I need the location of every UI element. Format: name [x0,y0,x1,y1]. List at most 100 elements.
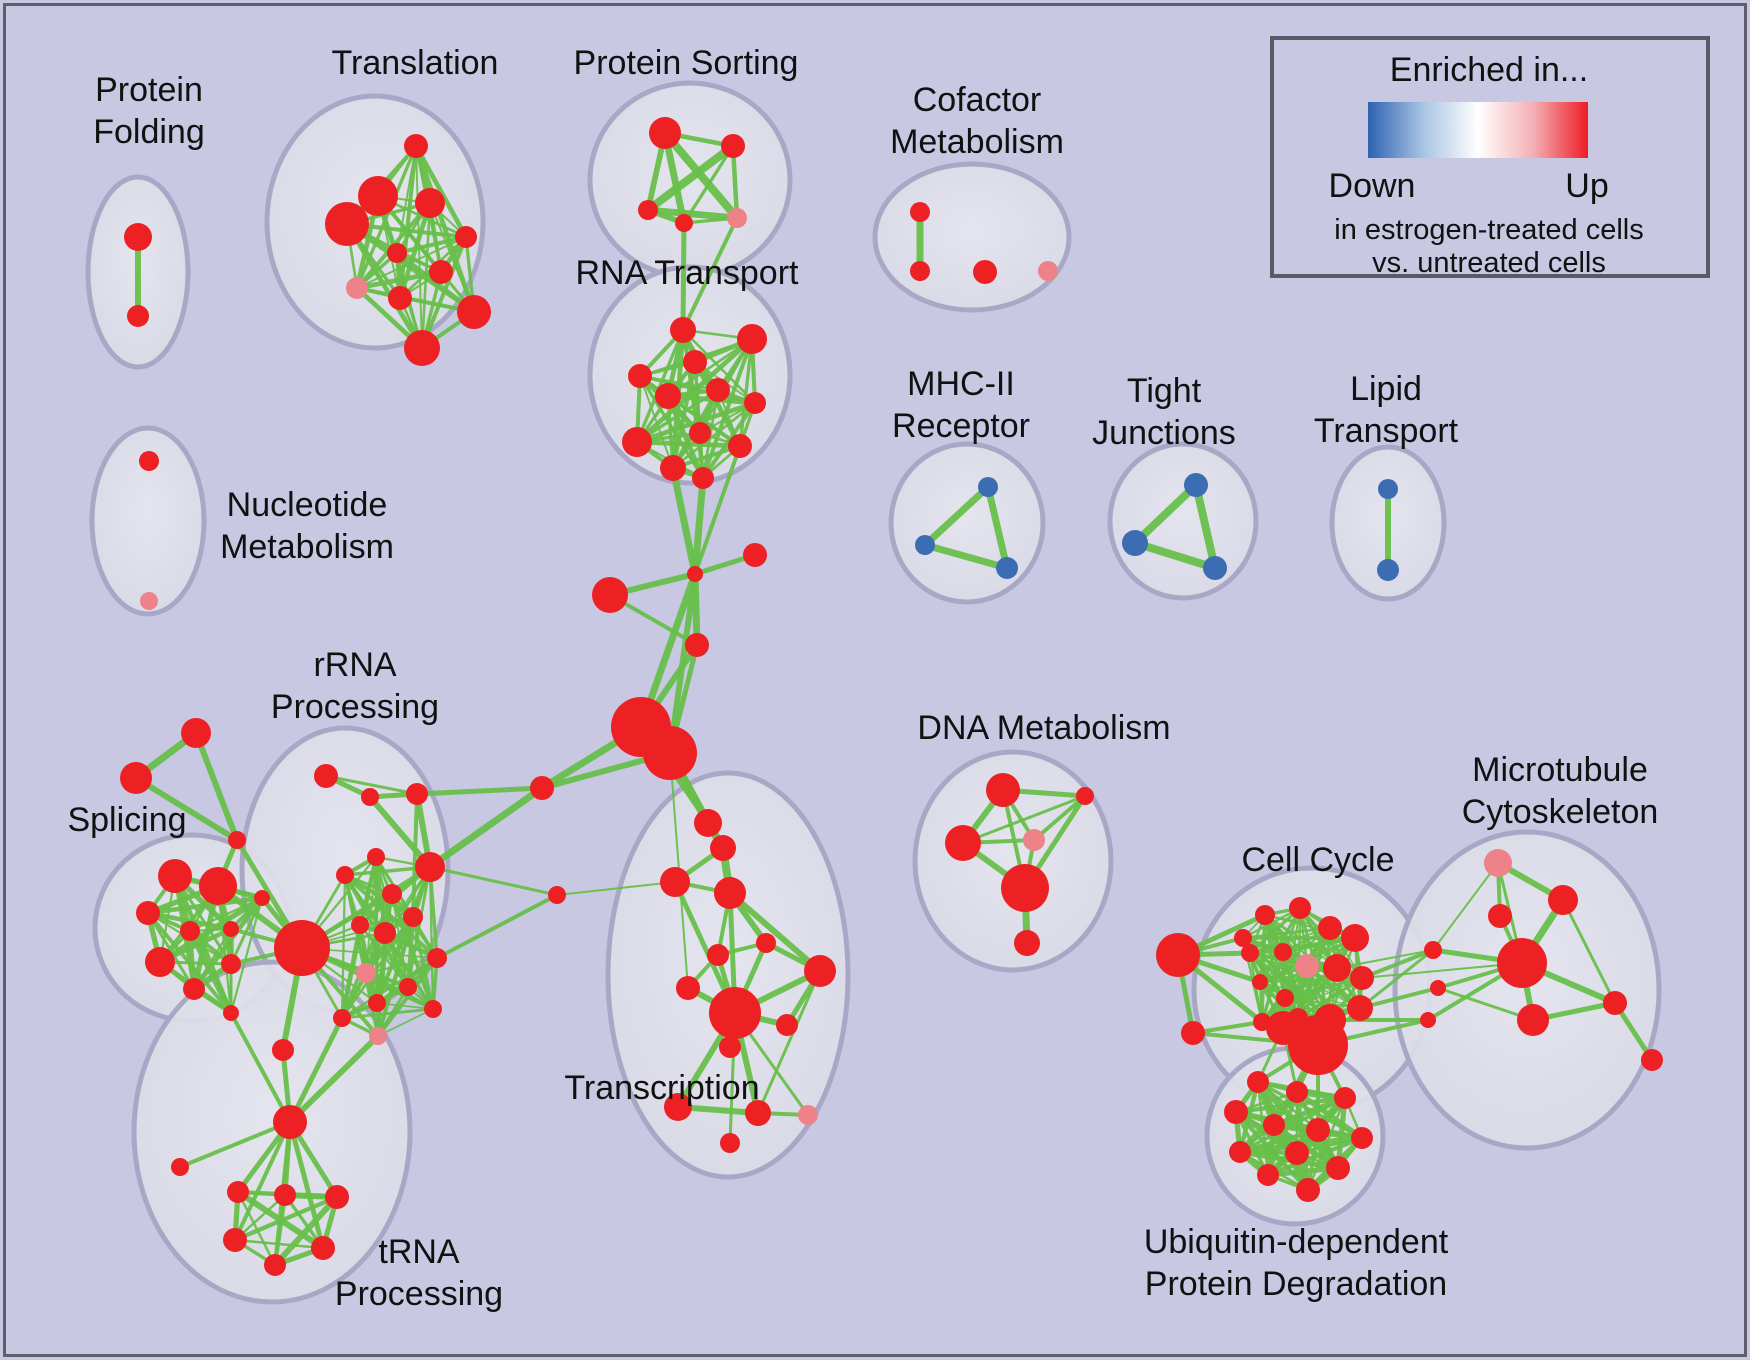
node-sl8[interactable] [183,978,205,1000]
node-ub3[interactable] [1334,1087,1356,1109]
edge-trH-trS[interactable] [179,1120,291,1169]
node-tl9[interactable] [388,286,412,310]
node-rr8[interactable] [403,907,423,927]
edge-rr11-rr13[interactable] [365,956,438,975]
node-ps1[interactable] [649,117,681,149]
node-mid4[interactable] [685,633,709,657]
node-dm2[interactable] [1076,787,1094,805]
node-tr5[interactable] [311,1236,335,1260]
edge-rr8-rr17[interactable] [376,916,415,1037]
edge-st2-st3[interactable] [134,775,239,843]
node-dm5[interactable] [1001,864,1049,912]
node-sl6[interactable] [145,947,175,977]
edge-ps3-ps5[interactable] [647,206,738,222]
edge-trH-tr4[interactable] [233,1121,292,1241]
node-tj1[interactable] [1184,473,1208,497]
node-trH[interactable] [273,1105,307,1139]
edge-rr1-rr3[interactable] [325,774,418,796]
edge-st1-st3[interactable] [193,731,240,842]
node-rt11[interactable] [728,434,752,458]
node-cnB[interactable] [1430,980,1446,996]
node-sl10[interactable] [254,890,270,906]
node-ub6[interactable] [1306,1118,1330,1142]
edge-rt6-rt8[interactable] [636,388,719,444]
edge-tj1-tj2[interactable] [1132,482,1199,546]
node-mt2[interactable] [1488,904,1512,928]
node-cnA[interactable] [1424,941,1442,959]
edge-rt7-rt10[interactable] [672,401,756,470]
node-ub2[interactable] [1286,1081,1308,1103]
edge-rr16-rr17[interactable] [377,1008,434,1037]
node-rr4[interactable] [367,848,385,866]
edge-cc11-cc16[interactable] [1259,981,1361,1009]
node-nm2[interactable] [140,592,158,610]
node-cc3[interactable] [1289,897,1311,919]
node-mid1[interactable] [687,566,703,582]
node-tl6[interactable] [387,243,407,263]
edge-tl1-tl5[interactable] [413,144,469,239]
node-cf3[interactable] [973,260,997,284]
node-tx10[interactable] [719,1036,741,1058]
node-rt10[interactable] [660,455,686,481]
edge-ps1-ps5[interactable] [661,130,741,221]
node-mt4[interactable] [1603,991,1627,1015]
edge-mh1-mh3[interactable] [984,486,1011,569]
edge-tj2-tj3[interactable] [1133,539,1217,572]
node-rr18[interactable] [272,1039,294,1061]
edge-ub3-ub4[interactable] [1235,1095,1346,1115]
edge-tl5-tl11[interactable] [420,236,468,349]
node-nm1[interactable] [139,451,159,471]
node-tj2[interactable] [1122,530,1148,556]
edge-mh1-mh2[interactable] [922,484,991,548]
edge-cnJ-rr13[interactable] [436,893,558,960]
node-tx1[interactable] [694,809,722,837]
node-ccS2[interactable] [1181,1021,1205,1045]
node-tr4[interactable] [223,1228,247,1252]
node-mt1[interactable] [1548,885,1578,915]
node-dm1[interactable] [986,773,1020,807]
node-sl5[interactable] [223,921,239,937]
node-pf2[interactable] [127,305,149,327]
edge-rr5-rr13[interactable] [343,873,439,960]
edge-tl7-tl8[interactable] [356,269,442,291]
edge-sat1-rr3[interactable] [416,785,543,797]
edge-rr13-rr15[interactable] [341,956,438,1020]
edge-rr10-rr17[interactable] [376,932,387,1037]
edge-cc16-cnA[interactable] [1359,948,1434,1010]
edge-cc10-cc12[interactable] [1284,976,1363,1000]
edge-cnB-mt3[interactable] [1437,986,1534,1022]
node-tr3[interactable] [325,1185,349,1209]
node-rr3[interactable] [406,783,428,805]
node-dm6[interactable] [1014,930,1040,956]
node-ub5[interactable] [1263,1114,1285,1136]
node-cc5[interactable] [1341,924,1369,952]
edge-tl5-tl6[interactable] [396,235,467,255]
edge-rt7-rt8[interactable] [636,400,756,445]
edge-rr9-rr15[interactable] [340,924,362,1019]
edge-mt1-mt4[interactable] [1561,899,1617,1004]
node-tx6[interactable] [804,955,836,987]
node-tx3[interactable] [660,867,690,897]
edge-rr14-rr16[interactable] [376,1002,434,1010]
node-ub7[interactable] [1351,1127,1373,1149]
node-tr6[interactable] [264,1254,286,1276]
node-rt7[interactable] [744,392,766,414]
node-ub1[interactable] [1247,1071,1269,1093]
node-mtH[interactable] [1497,938,1547,988]
node-cnJ[interactable] [548,886,566,904]
node-rr9[interactable] [351,916,369,934]
edge-rt7-rt12[interactable] [701,401,757,480]
edge-sat1-rr7[interactable] [427,785,545,870]
node-rrH[interactable] [274,920,330,976]
node-ps4[interactable] [675,214,693,232]
node-sl3[interactable] [136,901,160,925]
edge-rr3-rr8[interactable] [411,793,419,918]
edge-trH-rr17[interactable] [287,1033,381,1125]
edge-sl3-sl10[interactable] [147,895,263,916]
node-tr1[interactable] [227,1181,249,1203]
edge-ps2-ps5[interactable] [730,145,740,219]
edge-rt4-rt7[interactable] [639,374,756,405]
edge-rt10-mid1[interactable] [669,467,699,575]
node-sl2[interactable] [199,867,237,905]
node-mid3[interactable] [743,543,767,567]
